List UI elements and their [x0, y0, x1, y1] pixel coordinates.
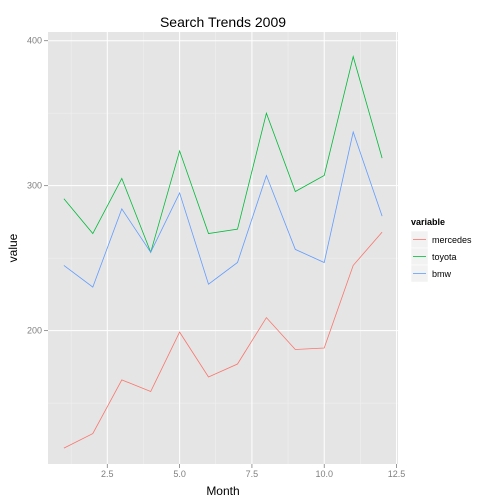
- legend-label-toyota: toyota: [432, 252, 457, 262]
- chart-title: Search Trends 2009: [160, 14, 286, 30]
- series-lines: [63, 55, 383, 449]
- x-tick-label: 2.5: [101, 469, 114, 479]
- plot-panel: [48, 32, 398, 464]
- x-tick-label: 5.0: [173, 469, 186, 479]
- legend-label-bmw: bmw: [432, 269, 452, 279]
- y-tick-label: 300: [27, 181, 42, 191]
- y-tick-label: 200: [27, 326, 42, 336]
- legend-title: variable: [411, 217, 445, 227]
- minor-gridlines: [48, 32, 398, 464]
- x-axis-ticks: 2.5 5.0 7.5 10.0 12.5: [101, 464, 405, 479]
- y-axis-ticks: 200 300 400: [27, 36, 48, 336]
- legend-label-mercedes: mercedes: [432, 235, 472, 245]
- x-tick-label: 7.5: [246, 469, 259, 479]
- x-tick-label: 10.0: [315, 469, 333, 479]
- series-line-mercedes: [63, 231, 383, 449]
- y-tick-label: 400: [27, 36, 42, 46]
- legend: variable mercedes toyota bmw: [410, 217, 472, 283]
- series-line-toyota: [63, 55, 383, 254]
- x-tick-label: 12.5: [388, 469, 406, 479]
- x-axis-title: Month: [206, 484, 239, 498]
- y-axis-title: value: [6, 233, 20, 262]
- series-line-bmw: [63, 130, 383, 288]
